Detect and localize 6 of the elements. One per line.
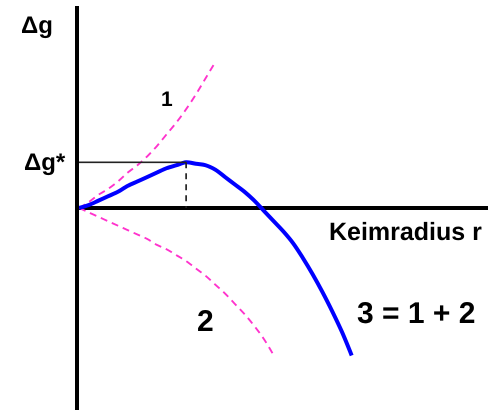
ref-line-label: Δg* bbox=[24, 149, 66, 176]
x-axis-title: Keimradius r bbox=[329, 218, 482, 246]
series-label: 1 bbox=[161, 88, 173, 111]
series-label: 2 bbox=[197, 305, 214, 338]
y-axis-title: Δg bbox=[21, 12, 53, 39]
series-label: 3 = 1 + 2 bbox=[357, 297, 476, 330]
